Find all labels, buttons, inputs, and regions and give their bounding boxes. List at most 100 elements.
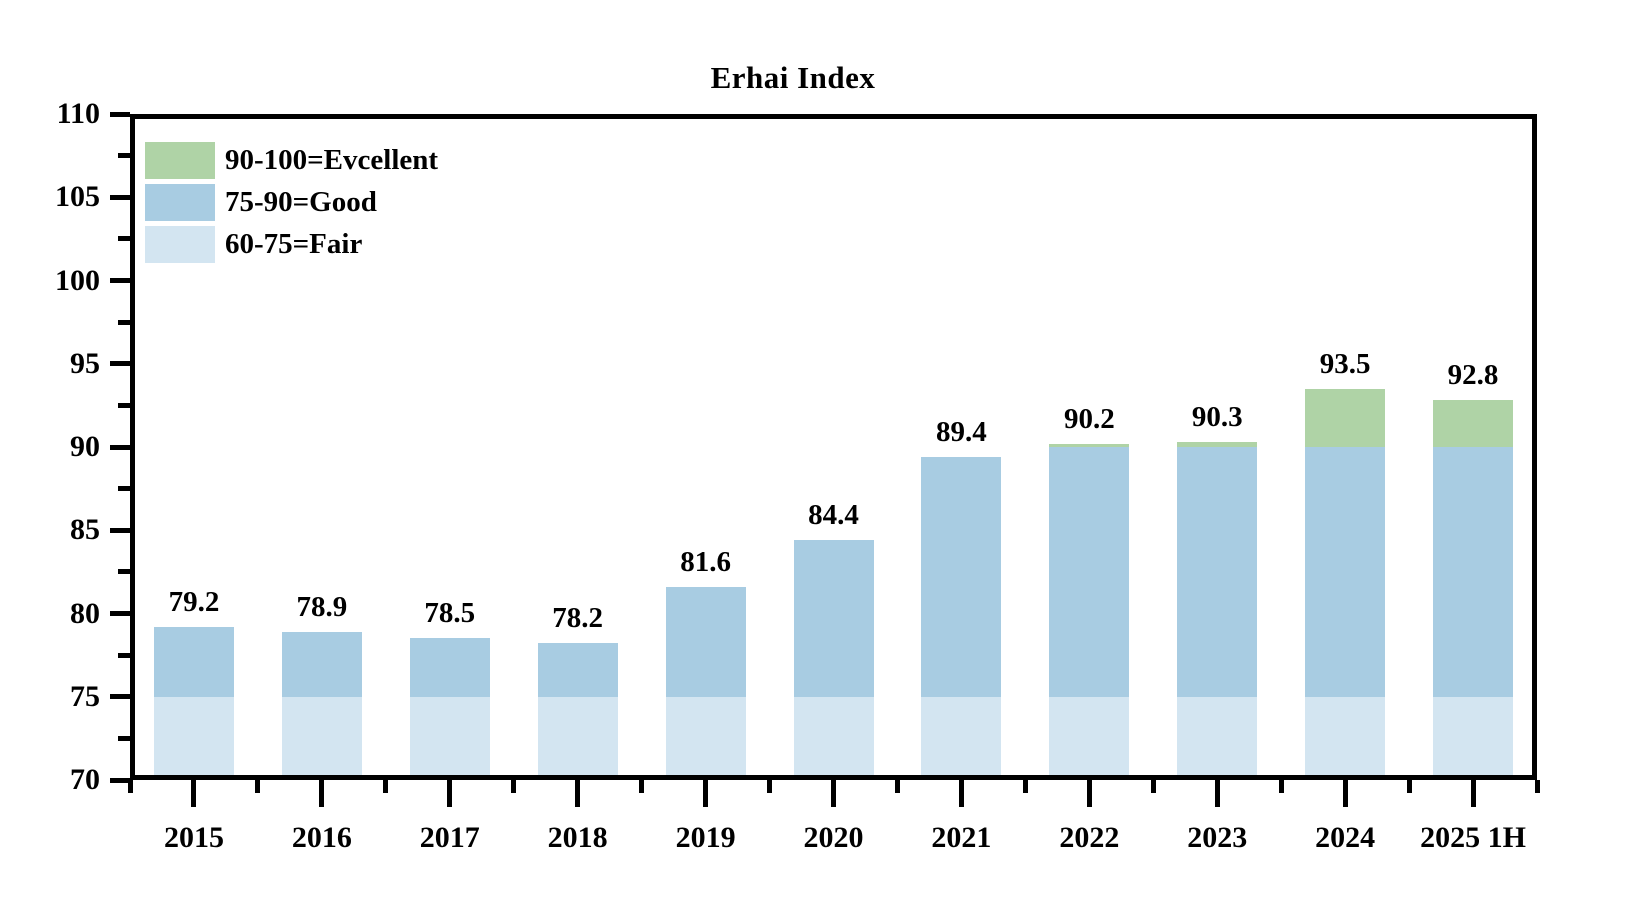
y-axis-tick-major — [110, 194, 130, 200]
y-axis-tick-major — [110, 694, 130, 700]
legend-swatch-excellent — [145, 142, 215, 179]
y-axis-tick-minor — [118, 735, 130, 741]
y-axis-label: 90 — [70, 430, 100, 463]
bar-segment-fair — [537, 696, 618, 775]
x-axis-label: 2024 — [1315, 821, 1376, 854]
legend-label-fair: 60-75=Fair — [225, 228, 363, 260]
bar-segment-fair — [1049, 696, 1130, 775]
x-axis-tick-minor — [1406, 780, 1412, 793]
y-axis-tick-major — [110, 361, 130, 367]
bar-value-label: 93.5 — [1319, 347, 1371, 380]
x-axis-tick-minor — [255, 780, 261, 793]
y-axis-tick-major — [110, 444, 130, 450]
x-axis-label: 2015 — [163, 821, 224, 854]
bar-segment-excellent — [1049, 443, 1130, 447]
x-axis-tick-minor — [1278, 780, 1284, 793]
y-axis-label: 85 — [70, 513, 100, 547]
x-axis-tick-minor — [894, 780, 900, 793]
x-axis-tick-minor — [383, 780, 389, 793]
y-axis-label: 110 — [56, 97, 100, 130]
x-axis-tick-minor — [639, 780, 645, 793]
bar-segment-good — [665, 586, 746, 697]
y-axis-tick-minor — [118, 319, 130, 325]
y-axis-tick-minor — [118, 236, 130, 242]
x-axis-tick-major — [191, 780, 197, 807]
x-axis-tick-major — [1470, 780, 1476, 807]
bar-segment-fair — [1177, 696, 1258, 775]
y-axis-tick-minor — [118, 153, 130, 159]
x-axis-tick-major — [831, 780, 836, 807]
x-axis-tick-minor — [1534, 780, 1540, 793]
x-axis-tick-major — [1342, 780, 1348, 807]
bar-value-label: 78.5 — [424, 597, 476, 630]
bar-segment-fair — [281, 696, 362, 775]
bar-value-label: 78.2 — [552, 602, 604, 635]
bar-segment-fair — [921, 696, 1002, 775]
legend-swatch-good — [145, 184, 215, 221]
bar-segment-good — [1049, 447, 1130, 697]
x-axis-label: 2025 1H — [1420, 821, 1526, 854]
bar-segment-fair — [409, 696, 490, 775]
x-axis-tick-minor — [1150, 780, 1156, 793]
x-axis-tick-major — [703, 780, 709, 807]
x-axis-tick-major — [447, 780, 453, 807]
y-axis-tick-major — [110, 611, 130, 616]
bar-value-label: 84.4 — [808, 499, 859, 532]
bar-segment-fair — [1433, 696, 1514, 775]
bar-segment-good — [409, 638, 490, 697]
y-axis-label: 75 — [70, 679, 100, 713]
bar-segment-fair — [1305, 696, 1386, 775]
bar-segment-good — [921, 456, 1002, 697]
x-axis-label: 2022 — [1059, 821, 1120, 854]
x-axis-label: 2017 — [419, 821, 480, 854]
x-axis-tick-minor — [1022, 780, 1028, 793]
bar-segment-fair — [153, 696, 234, 775]
bar-segment-good — [1177, 447, 1258, 697]
legend-label-good: 75-90=Good — [225, 186, 377, 218]
x-axis-label: 2019 — [675, 821, 736, 854]
bar-value-label: 92.8 — [1447, 359, 1499, 392]
bar-value-label: 90.3 — [1191, 401, 1243, 433]
bar-segment-excellent — [1433, 400, 1514, 447]
x-axis-label: 2023 — [1187, 821, 1248, 854]
bar-value-label: 89.4 — [936, 415, 987, 448]
bar-value-label: 81.6 — [680, 545, 731, 578]
y-axis-tick-major — [110, 278, 130, 283]
bar-segment-good — [537, 643, 618, 697]
chart-title: Erhai Index — [710, 60, 876, 95]
bar-segment-good — [281, 631, 362, 697]
y-axis-tick-major — [110, 777, 130, 783]
y-axis-tick-minor — [118, 652, 130, 658]
x-axis-label: 2018 — [547, 821, 608, 854]
x-axis-label: 2016 — [291, 821, 352, 854]
y-axis-tick-minor — [118, 569, 130, 575]
bar-segment-good — [153, 626, 234, 697]
y-axis-tick-major — [110, 111, 130, 117]
x-axis-tick-minor — [767, 780, 773, 793]
x-axis-tick-major — [575, 780, 581, 807]
x-axis-tick-minor — [127, 780, 133, 793]
x-axis-label: 2020 — [803, 821, 864, 854]
bar-value-label: 90.2 — [1063, 402, 1115, 435]
x-axis-tick-major — [1086, 780, 1092, 807]
y-axis-tick-minor — [118, 402, 130, 408]
y-axis-label: 95 — [70, 346, 100, 380]
x-axis-tick-major — [319, 780, 325, 807]
bar-segment-fair — [793, 696, 874, 775]
y-axis-tick-major — [110, 527, 130, 533]
legend-label-excellent: 90-100=Evcellent — [225, 144, 439, 176]
x-axis-tick-major — [958, 780, 964, 807]
bar-segment-good — [1305, 447, 1386, 697]
y-axis-label: 80 — [70, 596, 100, 630]
bar-segment-excellent — [1305, 388, 1386, 447]
y-axis-label: 105 — [55, 180, 100, 214]
y-axis-label: 70 — [70, 763, 100, 796]
x-axis-label: 2021 — [931, 821, 992, 854]
y-axis-label: 100 — [55, 263, 100, 297]
bar-value-label: 79.2 — [168, 585, 220, 618]
y-axis-tick-minor — [118, 486, 130, 492]
bar-segment-fair — [665, 696, 746, 775]
bar-segment-excellent — [1177, 442, 1258, 447]
x-axis-tick-minor — [511, 780, 517, 793]
